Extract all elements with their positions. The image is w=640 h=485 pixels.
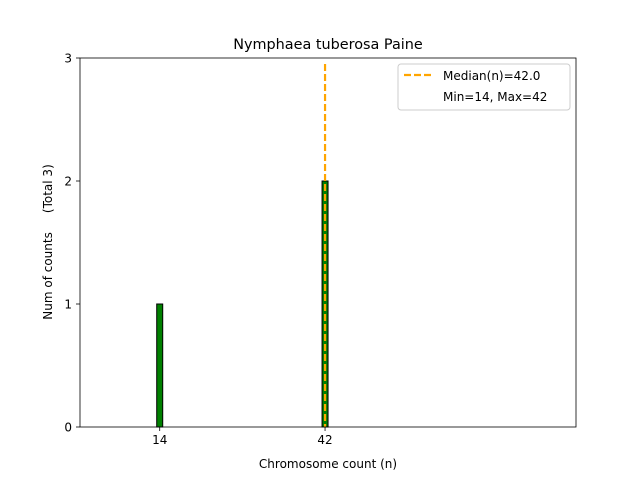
plot-area-frame bbox=[79, 57, 577, 428]
y-axis-ticks: 0 1 2 3 bbox=[64, 52, 80, 435]
legend-minmax-label: Min=14, Max=42 bbox=[443, 90, 547, 104]
legend: Median(n)=42.0 Min=14, Max=42 bbox=[397, 63, 571, 111]
y-axis-label: Num of counts (Total 3) bbox=[41, 164, 55, 319]
x-axis-ticks: 14 42 bbox=[152, 427, 333, 447]
x-tick-label: 14 bbox=[152, 433, 167, 447]
x-tick-label: 42 bbox=[317, 433, 332, 447]
chart-title: Nymphaea tuberosa Paine bbox=[233, 37, 423, 53]
legend-median-label: Median(n)=42.0 bbox=[443, 69, 540, 83]
x-axis-label: Chromosome count (n) bbox=[259, 457, 397, 471]
legend-box bbox=[397, 63, 571, 111]
y-tick-label: 2 bbox=[64, 175, 72, 189]
y-tick-label: 1 bbox=[64, 298, 72, 312]
y-tick-label: 3 bbox=[64, 52, 72, 66]
y-tick-label: 0 bbox=[64, 421, 72, 435]
histogram-bar bbox=[156, 303, 164, 428]
